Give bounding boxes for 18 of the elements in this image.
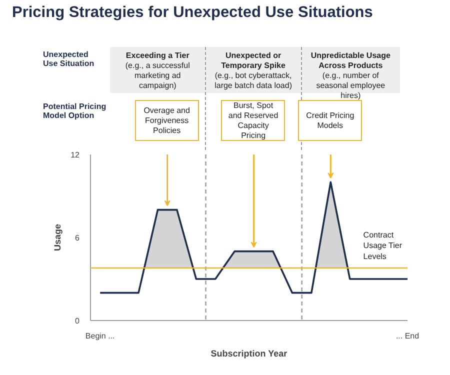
text: Overage and Forgiveness Policies	[134, 100, 199, 141]
x-axis-title: Subscription Year	[210, 348, 288, 358]
text: Unpredictable Usage Across Products (e.g., number of seasonal employee hires)	[310, 50, 392, 102]
y-tick-label: 6	[75, 234, 80, 242]
text: Burst, Spot and Reserved Capacity Pricing	[221, 100, 286, 141]
text: Potential Pricing Model Option	[43, 102, 108, 120]
chart-title: Pricing Strategies for Unexpected Use Situations	[12, 4, 373, 22]
y-tick-label: 12	[70, 150, 80, 160]
text: Unexpected or Temporary Spike (e.g., bot cyberattack, large batch data load)	[205, 47, 302, 95]
x-tick-label: ... End	[396, 332, 420, 340]
line-series	[99, 181, 408, 294]
y-axis-title: Usage	[52, 224, 63, 252]
y-tick-label: 0	[75, 316, 80, 326]
text: Exceeding a Tier (e.g., a successful marketing ad campaign)	[110, 47, 206, 95]
text: Unexpected Use Situation	[43, 50, 96, 68]
x-tick-label: Begin ...	[85, 332, 115, 340]
text: Credit Pricing Models	[298, 100, 362, 141]
ref-line-label: Contract Usage Tier Levels	[363, 230, 402, 262]
